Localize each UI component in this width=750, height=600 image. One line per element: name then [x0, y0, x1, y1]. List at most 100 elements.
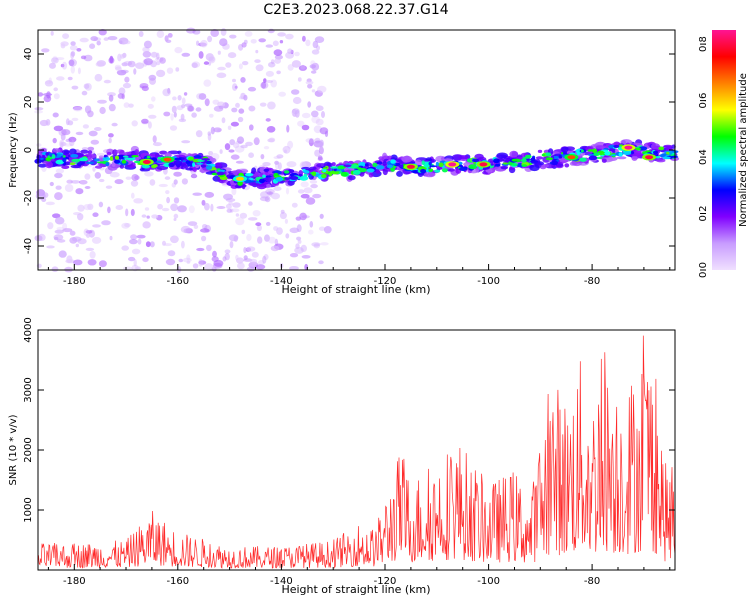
spectrogram-blob: [228, 201, 233, 206]
spectrogram-blob: [177, 95, 182, 101]
spectrogram-blob: [396, 170, 403, 177]
spectrogram-blob: [435, 161, 439, 167]
spectrogram-blob: [309, 221, 314, 228]
spectrogram-blob: [301, 254, 311, 259]
spectrogram-blob: [101, 220, 111, 226]
spectrogram-blob: [89, 251, 96, 259]
spectrogram-blob: [291, 108, 300, 115]
spectrogram-blob: [196, 162, 204, 165]
spectrogram-blob: [204, 98, 210, 107]
spectrogram-blob: [69, 162, 76, 166]
spectrogram-blob: [259, 196, 270, 202]
spectrogram-blob: [216, 171, 225, 176]
spectrogram-blob: [128, 103, 134, 108]
spectrogram-blob: [176, 105, 184, 111]
spectrogram-blob: [244, 173, 254, 177]
spectrogram-blob: [192, 29, 201, 35]
spectrogram-blob: [79, 157, 88, 162]
spectrogram-blob: [309, 180, 318, 184]
spectrogram-blob: [305, 197, 316, 205]
spectrogram-blob: [107, 36, 118, 41]
spectrogram-blob: [151, 214, 159, 219]
spectrogram-blob: [655, 156, 661, 159]
spectrogram-blob: [207, 35, 213, 43]
spectrogram-blob: [148, 114, 157, 119]
snr-y-axis: 1000 2000 3000 4000: [23, 317, 675, 523]
spectrogram-blob: [122, 266, 133, 271]
spectrogram-blob: [315, 105, 324, 111]
spectrogram-blob: [265, 118, 271, 122]
spectrogram-blob: [255, 264, 266, 270]
spectrogram-blob: [56, 76, 65, 81]
spectrogram-blob: [58, 250, 67, 258]
spectrogram-blob: [267, 101, 276, 110]
spectrogram-blob: [198, 93, 207, 100]
spectrogram-blob: [205, 165, 213, 170]
spectrogram-blob: [242, 61, 249, 66]
spectrogram-blob: [87, 146, 95, 151]
spectrogram-blob: [364, 163, 369, 167]
spectrogram-blob: [173, 213, 179, 219]
spectrogram-blob: [285, 233, 290, 239]
spectrogram-blob: [458, 167, 468, 171]
spectrogram-blob: [191, 62, 198, 69]
spectrogram-blob: [108, 103, 116, 112]
spectrogram-blob: [52, 137, 57, 144]
spectrogram-blob: [468, 164, 478, 170]
spectrogram-blob: [105, 162, 110, 167]
spectrogram-blob: [45, 152, 49, 156]
spectrogram-blob: [255, 64, 264, 72]
spectrogram-blob: [143, 58, 153, 66]
spectrogram-blob: [244, 31, 253, 37]
spectrogram-blob: [303, 170, 310, 174]
spectrogram-blob: [51, 266, 59, 273]
spectrogram-blob: [300, 181, 309, 188]
spectrogram-blob: [92, 224, 101, 228]
spectrogram-blob: [257, 236, 263, 244]
spectrogram-blob: [142, 51, 152, 58]
spectrogram-blob: [200, 228, 210, 233]
spectrogram-blob: [310, 184, 318, 189]
spectrogram-blob: [96, 152, 106, 156]
spectrogram-blob: [98, 260, 107, 268]
spectrogram-blob: [122, 82, 132, 89]
spectrogram-x-label: Height of straight line (km): [281, 283, 430, 296]
spectrogram-blob: [173, 160, 183, 166]
colorbar-tick-label: 0.0: [698, 262, 709, 278]
spectrogram-blob: [103, 154, 107, 158]
spectrogram-blob: [166, 196, 171, 204]
spectrogram-blob: [37, 92, 44, 97]
spectrogram-blob: [317, 85, 327, 93]
spectrogram-blob: [198, 259, 204, 267]
spectrogram-blob: [307, 101, 312, 108]
spectrogram-blob: [295, 243, 300, 250]
spectrogram-blob: [375, 170, 381, 174]
spectrogram-blob: [311, 171, 317, 177]
spectrogram-blob: [200, 39, 208, 48]
spectrogram-blob: [68, 136, 77, 143]
spectrogram-blob: [576, 151, 581, 156]
spectrogram-blob: [83, 204, 92, 211]
spectrogram-blob: [198, 51, 204, 59]
snr-x-tick-label: -120: [374, 576, 397, 587]
spectrogram-blob: [224, 249, 231, 254]
spectrogram-blob: [231, 107, 238, 113]
spectrogram-blob: [134, 160, 141, 164]
spectrogram-blob: [652, 150, 659, 154]
spectrogram-blob: [265, 221, 271, 226]
spectrogram-blob: [587, 149, 594, 152]
spectrogram-blob: [148, 74, 157, 81]
spectrogram-blob: [143, 40, 152, 49]
spectrogram-blob: [292, 96, 302, 105]
spectrogram-blob: [235, 217, 245, 226]
spectrogram-blob: [277, 162, 282, 170]
spectrogram-blob: [80, 55, 87, 60]
spectrogram-peak: [479, 162, 488, 167]
spectrogram-blob: [141, 85, 149, 92]
spectrogram-blob: [255, 49, 259, 54]
spectrogram-blob: [62, 155, 66, 158]
spectrogram-blob: [94, 73, 103, 82]
spectrogram-blob: [64, 184, 74, 192]
spectrogram-blob: [61, 61, 68, 70]
spectrogram-blob: [94, 127, 102, 131]
